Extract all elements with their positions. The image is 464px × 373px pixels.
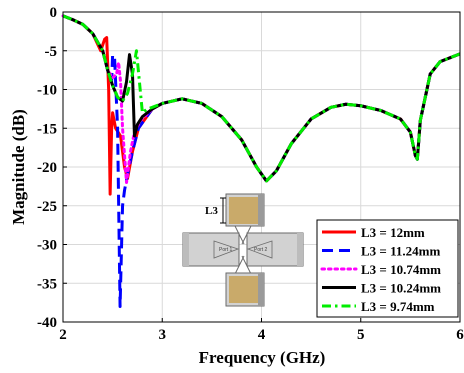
x-tick-label: 3 xyxy=(159,327,167,343)
inset-slot-1 xyxy=(233,223,245,245)
y-tick-label: -20 xyxy=(37,160,57,176)
legend-label-3: L3 = 10.74mm xyxy=(361,262,441,277)
inset-port2-label: Port 2 xyxy=(254,247,268,253)
series-layer xyxy=(61,14,462,308)
y-tick-label: -40 xyxy=(37,315,57,331)
inset-patch-top-edge xyxy=(258,194,264,226)
inset-patch-bottom-edge xyxy=(258,273,264,306)
y-tick-label: -35 xyxy=(37,276,57,292)
inset-arm-right-stub xyxy=(297,233,303,266)
legend-label-1: L3 = 12mm xyxy=(361,225,425,240)
y-tick-label: -5 xyxy=(45,44,58,60)
y-tick-label: 0 xyxy=(50,5,58,21)
legend: L3 = 12mm L3 = 11.24mm L3 = 10.74mm L3 = 10… xyxy=(316,219,459,318)
legend-items: L3 = 12mm L3 = 11.24mm L3 = 10.74mm L3 = 10… xyxy=(320,225,441,314)
x-axis-title: Frequency (GHz) xyxy=(199,348,326,367)
x-tick-label: 4 xyxy=(258,327,266,343)
inset-patch-top-copper xyxy=(229,197,260,224)
inset-patch-bottom-copper xyxy=(229,276,260,303)
y-tick-label: -10 xyxy=(37,83,57,99)
inset-port1-label: Port 1 xyxy=(219,247,233,253)
series-line-5 xyxy=(62,14,461,183)
legend-label-5: L3 = 9.74mm xyxy=(361,299,435,314)
legend-label-2: L3 = 11.24mm xyxy=(361,244,440,259)
inset-center-left xyxy=(213,240,240,259)
inset-dimension-label: L3 xyxy=(205,205,218,217)
x-tick-label: 6 xyxy=(456,327,464,343)
y-tick-label: -25 xyxy=(37,199,57,215)
inset-arm-left-stub xyxy=(183,233,189,266)
ticks: 2 3 4 5 6 0 -5 -10 -15 -20 -25 -30 -35 -40 xyxy=(37,5,464,343)
inset-slot-2 xyxy=(241,223,253,245)
x-tick-label: 2 xyxy=(59,327,67,343)
x-tick-label: 5 xyxy=(357,327,365,343)
antenna-inset: L3 Port 1 Port 2 xyxy=(182,193,304,307)
inset-center-right xyxy=(246,240,273,259)
y-axis-title: Magnitude (dB) xyxy=(9,109,28,225)
y-tick-label: -15 xyxy=(37,121,57,137)
y-tick-label: -30 xyxy=(37,238,57,254)
legend-label-4: L3 = 10.24mm xyxy=(361,281,441,296)
